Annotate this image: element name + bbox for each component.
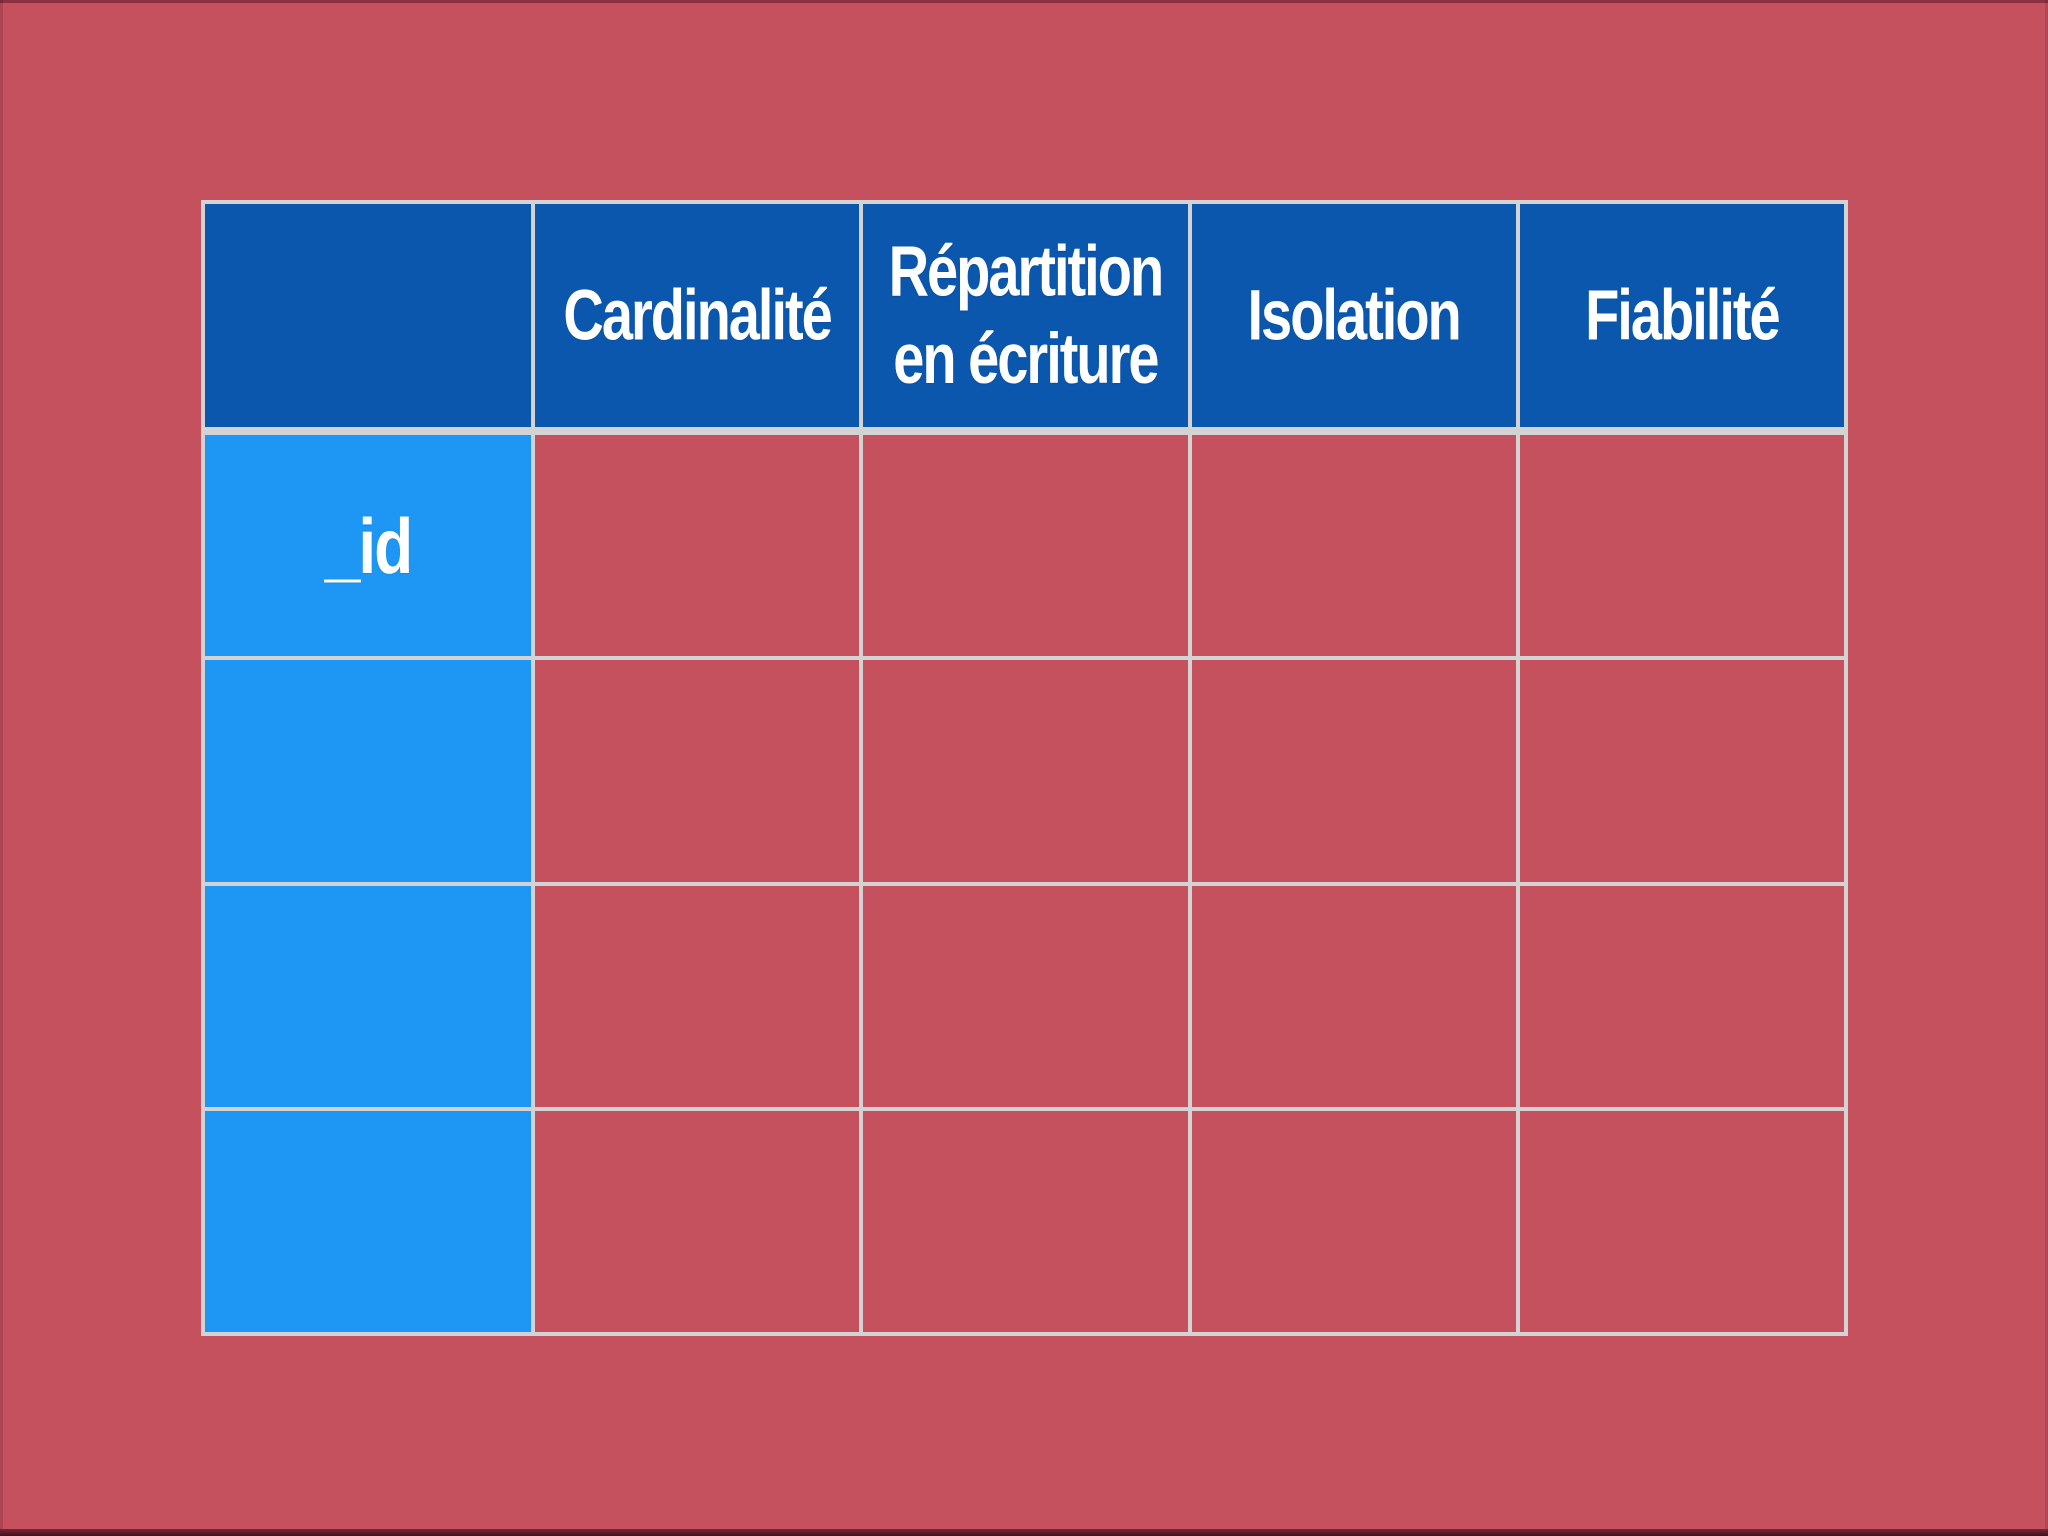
body-cell-r2-fiabilite <box>1519 660 1844 882</box>
header-cell-isolation: Isolation <box>1191 204 1516 431</box>
header-cell-repartition-en-ecriture: Répartition en écriture <box>863 204 1188 431</box>
header-label-cardinalite: Cardinalité <box>563 274 832 355</box>
header-label-repartition-en-ecriture: Répartition en écriture <box>888 230 1165 399</box>
body-cell-r3-repartition <box>863 885 1188 1107</box>
body-cell-r2-repartition <box>863 660 1188 882</box>
body-cell-r2-isolation <box>1191 660 1516 882</box>
left-edge-vignette <box>0 0 3 1536</box>
body-cell-r4-repartition <box>863 1110 1188 1332</box>
body-cell-id-repartition <box>863 435 1188 657</box>
bottom-edge-vignette <box>0 1529 2048 1536</box>
body-cell-r4-cardinalite <box>535 1110 860 1332</box>
row-header-3 <box>205 885 531 1107</box>
header-label-fiabilite: Fiabilité <box>1585 274 1781 355</box>
row-header-id-label: _id <box>324 501 413 590</box>
body-cell-id-isolation <box>1191 435 1516 657</box>
body-cell-r4-fiabilite <box>1519 1110 1844 1332</box>
body-cell-r2-cardinalite <box>535 660 860 882</box>
header-label-isolation: Isolation <box>1247 274 1462 355</box>
body-cell-id-cardinalite <box>535 435 860 657</box>
header-corner-cell <box>205 204 531 431</box>
body-cell-r4-isolation <box>1191 1110 1516 1332</box>
body-cell-r3-cardinalite <box>535 885 860 1107</box>
header-cell-fiabilite: Fiabilité <box>1519 204 1844 431</box>
row-header-4 <box>205 1110 531 1332</box>
id-properties-table: Cardinalité Répartition en écriture Isol… <box>201 200 1848 1336</box>
right-edge-vignette <box>2045 0 2048 1536</box>
row-header-2 <box>205 660 531 882</box>
top-edge-vignette <box>0 0 2048 3</box>
body-cell-id-fiabilite <box>1519 435 1844 657</box>
body-cell-r3-fiabilite <box>1519 885 1844 1107</box>
row-header-id: _id <box>205 435 531 657</box>
body-cell-r3-isolation <box>1191 885 1516 1107</box>
header-cell-cardinalite: Cardinalité <box>535 204 860 431</box>
